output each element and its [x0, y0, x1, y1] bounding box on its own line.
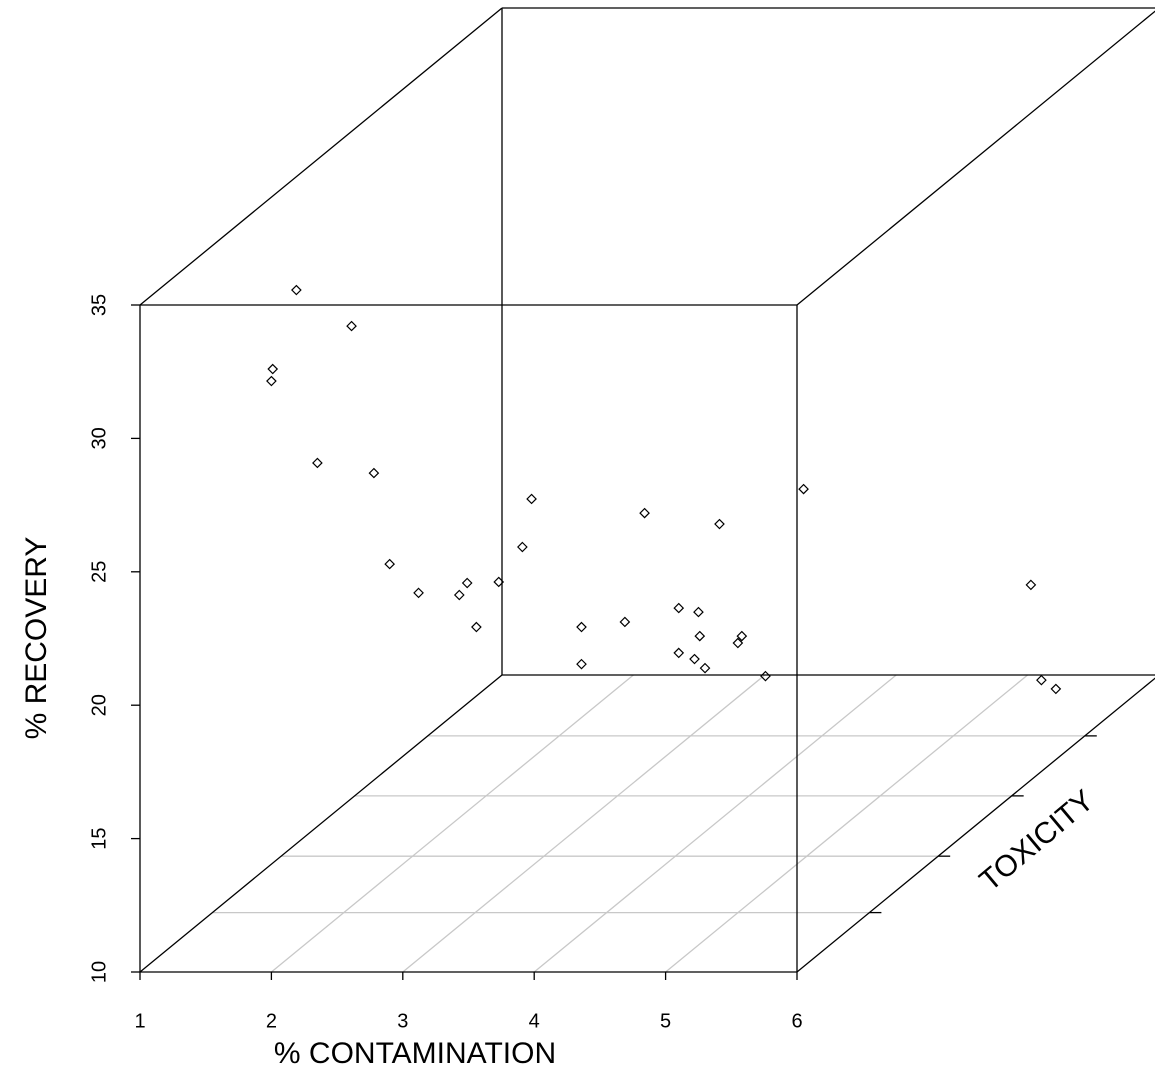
x-tick-label: 6: [791, 1010, 802, 1032]
y-tick-label: 25: [88, 561, 110, 583]
point: [526, 493, 537, 505]
x-tick-label: 5: [660, 1010, 671, 1032]
point: [736, 630, 748, 642]
point: [576, 621, 587, 633]
y-tick-label: 35: [88, 294, 110, 316]
point: [368, 467, 380, 479]
point: [689, 653, 700, 665]
grid-line: [402, 674, 766, 973]
point: [714, 518, 725, 530]
point: [517, 541, 528, 553]
grid-line: [533, 674, 897, 973]
point: [693, 606, 704, 618]
point: [493, 576, 505, 588]
point: [673, 647, 685, 659]
point: [461, 577, 473, 589]
x-tick-label: 4: [529, 1010, 540, 1032]
x-tick-label: 2: [266, 1010, 277, 1032]
point: [760, 670, 771, 682]
point: [619, 616, 631, 628]
box-edge: [796, 677, 1155, 973]
point: [267, 363, 279, 375]
x-tick-label: 1: [134, 1010, 145, 1032]
point: [639, 507, 650, 519]
point: [694, 630, 706, 642]
box-edge: [796, 10, 1155, 306]
point: [1036, 674, 1047, 686]
y-axis-title: % RECOVERY: [20, 537, 53, 740]
y-tick-label: 15: [88, 827, 110, 849]
point: [699, 662, 711, 674]
point: [732, 637, 744, 649]
grid-line: [270, 674, 634, 973]
point: [384, 558, 396, 570]
point: [413, 587, 424, 599]
point: [291, 284, 302, 296]
point: [1025, 579, 1037, 591]
y-tick-label: 30: [88, 427, 110, 449]
x-axis-title: % CONTAMINATION: [274, 1037, 556, 1070]
point: [673, 602, 685, 614]
grid-line: [665, 674, 1029, 973]
point: [798, 483, 809, 495]
y-tick-label: 20: [88, 694, 110, 716]
point: [1050, 683, 1062, 695]
box-edge: [139, 674, 503, 973]
point: [266, 375, 277, 387]
point: [471, 621, 482, 633]
box-edge: [139, 7, 503, 306]
point: [453, 589, 465, 601]
z-axis-title: TOXICITY: [974, 784, 1101, 898]
point: [576, 658, 587, 670]
x-tick-label: 3: [397, 1010, 408, 1032]
point: [346, 320, 357, 332]
y-tick-label: 10: [88, 961, 110, 983]
point: [312, 457, 323, 469]
